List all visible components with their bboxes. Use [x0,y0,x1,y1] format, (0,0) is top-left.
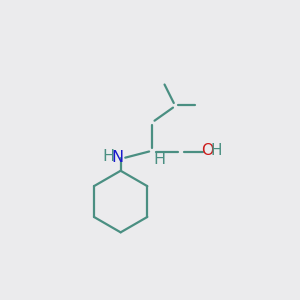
Text: O: O [201,143,213,158]
Text: H: H [102,149,114,164]
Text: H: H [210,143,222,158]
Text: N: N [112,150,124,165]
Text: H: H [154,152,166,167]
